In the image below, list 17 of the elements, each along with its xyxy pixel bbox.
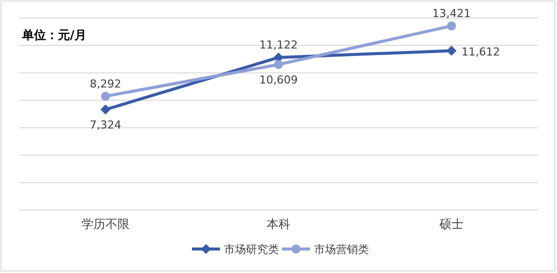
data-label: 7,324: [90, 118, 122, 132]
legend-label: 市场研究类: [224, 243, 279, 256]
x-tick-label: 学历不限: [82, 217, 130, 231]
data-label: 13,421: [432, 6, 471, 20]
point: [446, 46, 456, 56]
x-tick-label: 硕士: [438, 217, 464, 231]
point: [447, 21, 456, 30]
data-label: 10,609: [259, 73, 298, 86]
x-tick-label: 本科: [266, 217, 290, 231]
point: [101, 92, 110, 101]
data-label: 11,122: [259, 38, 298, 52]
annotation: 单位：元/月: [21, 28, 86, 42]
data-label: 8,292: [90, 77, 122, 90]
legend-label: 市场营销类: [314, 243, 369, 256]
point: [100, 104, 110, 115]
data-label: 11,612: [462, 46, 500, 59]
point: [274, 60, 283, 69]
